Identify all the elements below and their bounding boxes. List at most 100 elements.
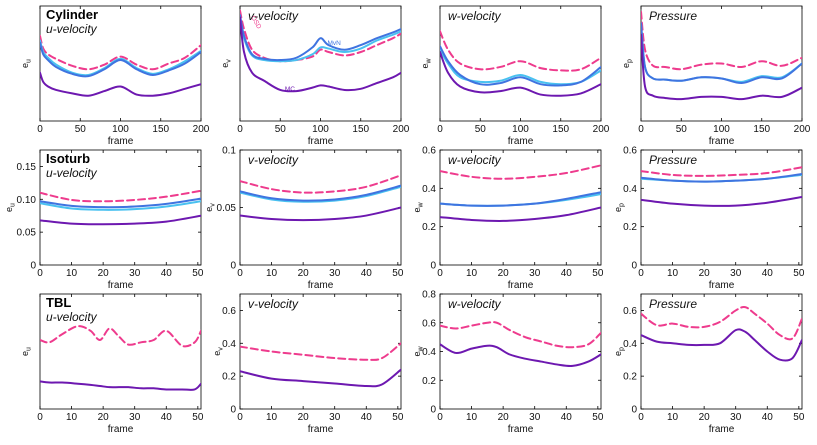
series-line-blue [641,22,802,85]
y-axis-label-sub: w [418,202,425,209]
y-tick-label: 0.8 [422,290,436,301]
y-tick-label: 0.6 [222,306,236,317]
y-axis-label-base: e [412,352,422,357]
x-tick-label: 10 [66,268,78,279]
x-tick-label: 30 [329,412,341,423]
x-tick-label: 150 [753,124,770,135]
x-axis-label: frame [508,136,534,147]
panel-title: w-velocity [448,297,502,311]
y-axis-label-base: e [212,351,222,356]
y-tick-label: 0.15 [17,162,37,173]
series-line-purple [240,206,401,222]
x-tick-label: 20 [699,412,711,423]
series-line-purple [440,343,601,367]
x-tick-label: 10 [66,412,78,423]
x-tick-label: 50 [192,412,204,423]
panel-tbl-pressure: 0 10 20 30 40 50 0 0.2 0.4 0.6 frame ep Pressure [613,293,805,435]
panel-tbl-v-velocity: 0 10 20 30 40 50 0 0.2 0.4 0.6 frame ev v-velocity [212,293,404,435]
panel-isoturb-u-velocity: 0 10 20 30 40 50 0 0.05 0.10 0.15 frame eu u-velocit… [4,149,204,291]
y-tick-label: 0.6 [422,146,436,157]
series-line-purple [40,214,201,226]
series-line-blue [40,41,201,78]
y-tick-label: 0.2 [222,372,236,383]
panel-isoturb-w-velocity: 0 10 20 30 40 50 0 0.2 0.4 0.6 frame ew w-velocity [412,146,604,292]
plot-area [641,10,802,101]
x-axis-label: frame [108,280,134,291]
series-line-purple [40,71,201,97]
y-axis-label-sub: p [627,59,634,63]
y-axis-label: ep [613,347,626,356]
x-tick-label: 40 [361,412,373,423]
series-line-blue [40,197,201,209]
x-tick-label: 50 [192,268,204,279]
panel-isoturb-v-velocity: 0 10 20 30 40 50 0 0.05 0.1 frame ev v-velocity [204,146,404,292]
series-line-dashed [440,164,601,180]
series-line-purple [440,51,601,97]
x-tick-label: 40 [361,268,373,279]
axes-box [239,293,402,410]
y-axis-label-sub: w [418,346,425,353]
x-tick-label: 10 [266,412,278,423]
x-tick-label: 0 [437,268,443,279]
x-tick-label: 50 [676,124,688,135]
y-tick-label: 0.4 [422,184,436,195]
y-tick-label: 0 [230,261,236,272]
y-axis-label: ev [204,203,217,212]
x-tick-label: 10 [466,268,478,279]
row-label: Isoturb [46,151,90,166]
x-tick-label: 0 [638,268,644,279]
axes-box [439,5,602,122]
y-axis-label-base: e [20,63,30,68]
plot-area [40,34,201,97]
series-line-dashed [40,189,201,203]
y-tick-label: 0 [430,405,436,416]
x-tick-label: 10 [266,268,278,279]
y-axis-label: ev [212,347,225,356]
series-line-blue [440,191,601,207]
y-axis-label-sub: w [426,58,433,65]
x-tick-label: 100 [713,124,730,135]
y-axis-label-sub: p [619,347,626,351]
x-tick-label: 40 [762,268,774,279]
series-line-purple [40,380,201,391]
y-tick-label: 0 [631,405,637,416]
series-line-dashed [641,306,802,341]
x-tick-label: 50 [475,124,487,135]
panel-isoturb-pressure: 0 10 20 30 40 50 0 0.2 0.4 0.6 frame ep Pressure [613,146,805,292]
x-tick-label: 0 [237,124,243,135]
y-tick-label: 0 [631,261,637,272]
x-tick-label: 40 [161,268,173,279]
axes-box [239,5,402,122]
series-line-purple [641,328,802,362]
y-tick-label: 0.2 [623,372,637,383]
x-tick-label: 10 [667,412,679,423]
plot-area [641,306,802,362]
series-line-purple [641,195,802,207]
series-line-light [240,185,401,203]
plot-area [641,166,802,207]
x-tick-label: 20 [98,412,110,423]
panel-title: v-velocity [248,9,299,23]
x-tick-label: 150 [552,124,569,135]
series-line-light [40,200,201,211]
y-axis-label-sub: v [226,59,233,63]
x-tick-label: 30 [329,268,341,279]
panel-title: w-velocity [448,153,502,167]
x-tick-label: 10 [667,268,679,279]
x-tick-label: 20 [498,268,510,279]
x-tick-label: 30 [529,268,541,279]
x-tick-label: 100 [112,124,129,135]
y-axis-label: ew [412,202,425,213]
y-axis-label-sub: v [210,203,217,207]
x-axis-label: frame [709,280,735,291]
x-tick-label: 50 [392,412,404,423]
y-axis-label: ew [420,58,433,69]
x-axis-label: frame [108,136,134,147]
x-tick-label: 0 [638,124,644,135]
x-tick-label: 100 [512,124,529,135]
x-tick-label: 50 [275,124,287,135]
series-line-purple [240,368,401,388]
x-axis-label: frame [108,424,134,435]
